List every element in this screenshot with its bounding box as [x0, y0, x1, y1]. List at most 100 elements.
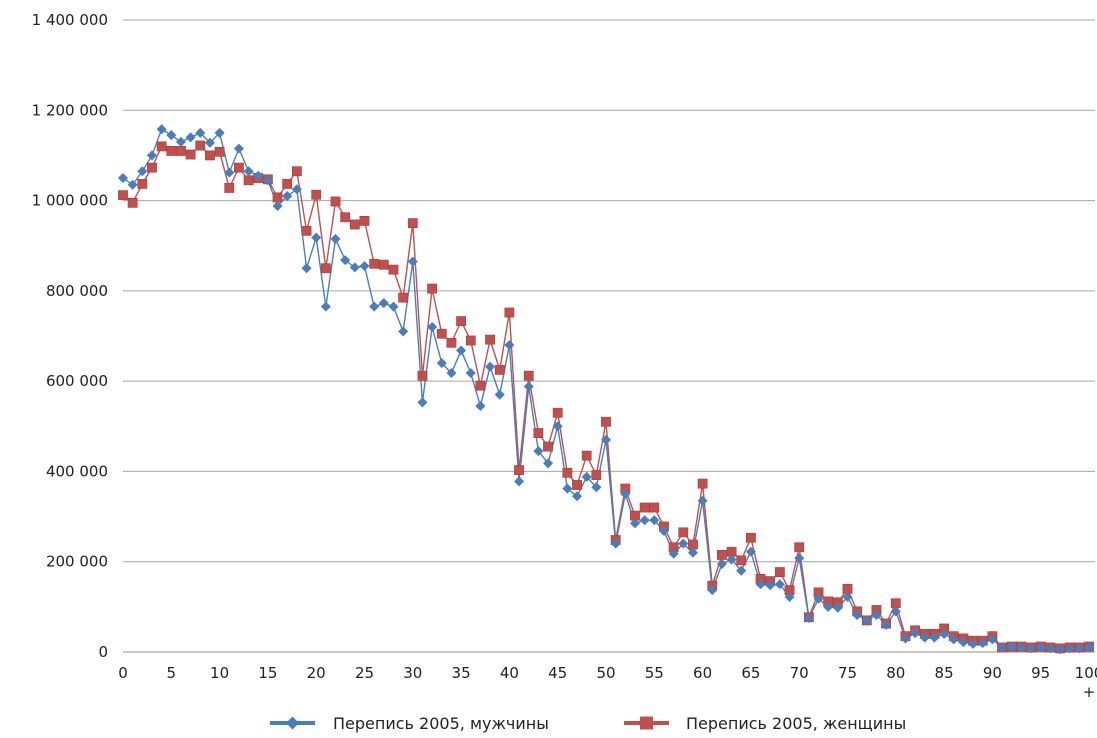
x-tick-label: 5 — [167, 664, 177, 682]
data-point-men — [765, 580, 776, 591]
y-tick-label: 1 000 000 — [32, 192, 108, 210]
x-tick-label: 90 — [983, 664, 1002, 682]
x-tick-label: 20 — [307, 664, 326, 682]
data-point-women — [572, 480, 582, 490]
data-point-men — [523, 381, 534, 392]
data-point-women — [774, 567, 785, 577]
data-point-women — [533, 428, 544, 438]
data-point-men — [417, 397, 428, 408]
data-point-men — [823, 601, 834, 612]
x-tick-label: 85 — [935, 664, 954, 682]
data-point-men — [687, 547, 698, 558]
x-tick-label: 95 — [1031, 664, 1050, 682]
data-point-men — [929, 632, 940, 643]
data-point-men — [871, 609, 882, 621]
data-point-men — [166, 130, 177, 141]
series-markers — [117, 124, 1095, 655]
y-tick-label: 200 000 — [46, 553, 108, 571]
data-point-women — [427, 283, 438, 294]
x-tick-label: 40 — [500, 664, 519, 682]
data-point-women — [736, 555, 747, 566]
x-tick-label: 10 — [210, 664, 229, 682]
data-point-men — [369, 301, 380, 312]
y-tick-label: 800 000 — [46, 282, 108, 300]
x-tick-label: 55 — [645, 664, 664, 682]
data-point-women — [320, 263, 331, 274]
data-point-men — [774, 579, 785, 590]
data-point-women — [301, 225, 312, 236]
data-point-men — [716, 558, 727, 569]
data-point-men — [948, 634, 959, 645]
data-point-men — [842, 591, 853, 602]
data-point-men — [301, 263, 312, 274]
data-point-men — [272, 200, 283, 212]
y-tick-label: 400 000 — [46, 462, 108, 480]
data-point-men — [543, 458, 554, 469]
data-point-men — [620, 488, 631, 500]
data-point-men — [253, 170, 264, 181]
data-point-men — [987, 634, 998, 645]
data-point-men — [398, 326, 409, 337]
data-point-women — [291, 166, 302, 177]
data-point-women — [369, 258, 380, 269]
data-point-men — [803, 613, 814, 624]
data-point-men — [504, 340, 515, 351]
data-point-men — [175, 136, 186, 147]
data-point-men — [291, 184, 302, 195]
data-point-women — [697, 478, 708, 489]
data-point-men — [282, 191, 293, 202]
data-point-men — [1016, 642, 1027, 653]
data-point-men — [958, 637, 969, 648]
data-point-men — [1035, 642, 1046, 653]
data-point-men — [446, 367, 457, 379]
data-point-women — [388, 264, 399, 275]
legend-marker-square — [640, 716, 653, 730]
x-axis-ticks: 0 5 10 15 20 25 30 35 40 45 50 55 60 65 70 75 80 85 90 95 10… — [118, 664, 1097, 701]
data-point-women — [456, 316, 466, 327]
data-point-women — [639, 502, 650, 513]
data-point-women — [591, 470, 602, 480]
x-tick-label: 80 — [886, 664, 905, 682]
x-tick-label: 50 — [596, 664, 615, 682]
data-point-men — [649, 515, 660, 526]
data-point-men — [233, 143, 244, 154]
data-point-men — [185, 132, 196, 143]
data-point-men — [900, 633, 911, 644]
data-point-men — [832, 602, 843, 613]
data-point-men — [591, 482, 602, 493]
x-tick-label: 30 — [403, 664, 422, 682]
data-point-women — [234, 162, 244, 173]
data-point-men — [745, 546, 756, 557]
data-point-men — [726, 554, 737, 565]
x-tick-label: 25 — [355, 664, 374, 682]
data-point-men — [359, 261, 370, 272]
data-point-women — [543, 441, 553, 452]
data-point-women — [185, 149, 196, 160]
data-point-men — [581, 471, 592, 482]
data-point-men — [861, 615, 872, 626]
data-point-women — [446, 337, 457, 348]
data-point-men — [755, 579, 766, 590]
data-point-men — [156, 124, 167, 135]
data-point-men — [939, 628, 950, 639]
data-point-women — [118, 190, 128, 201]
legend-label: Перепись 2005, женщины — [686, 714, 906, 733]
data-point-men — [349, 262, 360, 273]
data-point-men — [678, 538, 689, 549]
data-point-men — [330, 233, 341, 244]
y-tick-label: 0 — [98, 643, 108, 661]
data-point-women — [282, 178, 293, 189]
data-point-women — [378, 259, 389, 270]
data-point-women — [436, 328, 447, 339]
data-point-men — [552, 421, 563, 432]
x-tick-label: 70 — [790, 664, 809, 682]
data-point-men — [668, 548, 679, 559]
data-point-men — [610, 538, 621, 549]
data-point-men — [919, 632, 930, 643]
data-point-women — [156, 141, 167, 152]
y-tick-label: 600 000 — [46, 372, 108, 390]
data-point-men — [562, 483, 573, 494]
data-point-men — [890, 606, 901, 617]
data-point-men — [1054, 644, 1066, 655]
